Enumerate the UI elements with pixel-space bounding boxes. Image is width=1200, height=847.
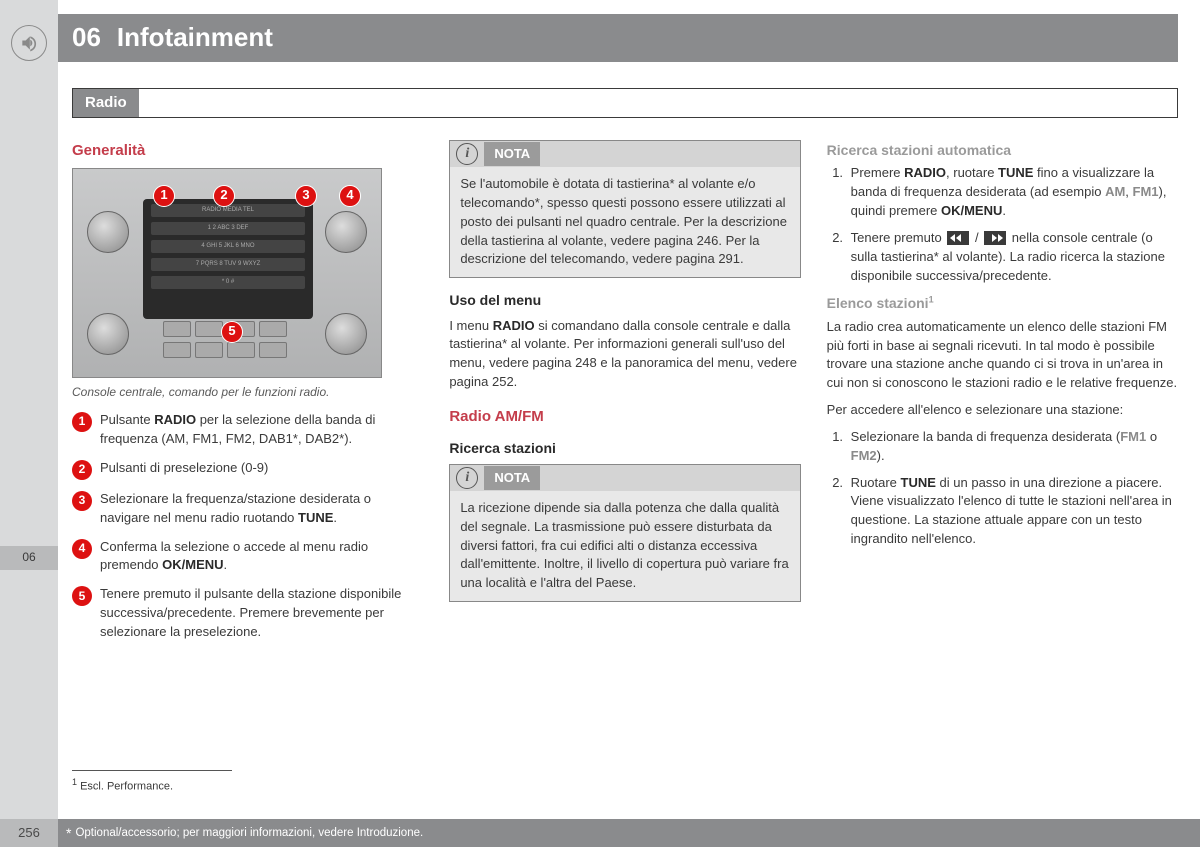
list-item: 1 Pulsante RADIO per la selezione della b… (72, 411, 423, 449)
item-text: Pulsante RADIO per la selezione della ba… (100, 411, 423, 449)
chapter-header: 06 Infotainment (58, 14, 1178, 62)
note-box-2: i NOTA La ricezione dipende sia dalla po… (449, 464, 800, 602)
column-3: Ricerca stazioni automatica Premere RADI… (827, 140, 1178, 652)
column-1: Generalità RADIO MEDIA TEL 1 2 ABC 3 DEF… (72, 140, 423, 652)
item-text: Tenere premuto il pulsante della stazion… (100, 585, 423, 642)
heading-ricerca-stazioni: Ricerca stazioni (449, 438, 800, 458)
note-title: NOTA (484, 466, 540, 491)
item-text: Conferma la selezione o accede al menu r… (100, 538, 423, 576)
note-box-1: i NOTA Se l'automobile è dotata di tasti… (449, 140, 800, 278)
list-item: Premere RADIO, ruotare TUNE fino a visua… (847, 164, 1178, 221)
list-item: Tenere premuto / nella console centrale … (847, 229, 1178, 286)
speaker-icon (11, 25, 47, 61)
figure-caption: Console centrale, comando per le funzion… (72, 384, 423, 401)
heading-generalita: Generalità (72, 140, 423, 162)
bullet-3: 3 (72, 491, 92, 511)
footnote-num: 1 (72, 777, 77, 787)
callout-2: 2 (213, 185, 235, 207)
knob-icon (87, 313, 129, 355)
column-2: i NOTA Se l'automobile è dotata di tasti… (449, 140, 800, 652)
page-number: 256 (0, 819, 58, 847)
note-body: Se l'automobile è dotata di tastierina* … (450, 167, 799, 277)
footer-text: Optional/accessorio; per maggiori inform… (75, 825, 423, 842)
footnote-marker: 1 (929, 295, 934, 305)
note-title: NOTA (484, 142, 540, 167)
callout-3: 3 (295, 185, 317, 207)
section-header: Radio (72, 88, 1178, 118)
heading-uso-menu: Uso del menu (449, 290, 800, 310)
list-item: 4 Conferma la selezione o accede al menu … (72, 538, 423, 576)
skip-forward-icon (984, 231, 1006, 245)
footnote-text: Escl. Performance. (80, 781, 173, 793)
button-panel: RADIO MEDIA TEL 1 2 ABC 3 DEF 4 GHI 5 JK… (143, 199, 313, 319)
info-icon: i (456, 143, 478, 165)
note-header: i NOTA (450, 141, 799, 167)
heading-ricerca-automatica: Ricerca stazioni automatica (827, 140, 1178, 160)
bullet-5: 5 (72, 586, 92, 606)
section-label: Radio (73, 89, 139, 117)
knob-icon (87, 211, 129, 253)
callout-5: 5 (221, 321, 243, 343)
elenco-paragraph-1: La radio crea automaticamente un elenco … (827, 318, 1178, 393)
elenco-list: Selezionare la banda di frequenza deside… (827, 428, 1178, 549)
note-header: i NOTA (450, 465, 799, 491)
footer-bar: * Optional/accessorio; per maggiori info… (58, 819, 1200, 847)
item-text: Pulsanti di preselezione (0-9) (100, 459, 423, 480)
bullet-2: 2 (72, 460, 92, 480)
knob-icon (325, 211, 367, 253)
item-text: Selezionare la frequenza/stazione deside… (100, 490, 423, 528)
footnote: 1 Escl. Performance. (72, 776, 173, 796)
footer-star: * (66, 823, 71, 843)
auto-search-list: Premere RADIO, ruotare TUNE fino a visua… (827, 164, 1178, 285)
li2-pre: Tenere premuto (851, 230, 946, 245)
console-figure: RADIO MEDIA TEL 1 2 ABC 3 DEF 4 GHI 5 JK… (72, 168, 382, 378)
footnote-rule (72, 770, 232, 771)
heading-radio-amfm: Radio AM/FM (449, 406, 800, 428)
info-icon: i (456, 467, 478, 489)
chapter-title: Infotainment (117, 19, 273, 57)
heading-elenco-stazioni: Elenco stazioni1 (827, 293, 1178, 313)
bullet-1: 1 (72, 412, 92, 432)
list-item: 3 Selezionare la frequenza/stazione desid… (72, 490, 423, 528)
elenco-paragraph-2: Per accedere all'elenco e selezionare un… (827, 401, 1178, 420)
chapter-number: 06 (72, 19, 101, 57)
uso-menu-paragraph: I menu RADIO si comandano dalla console … (449, 317, 800, 392)
callout-list: 1 Pulsante RADIO per la selezione della b… (72, 411, 423, 642)
elenco-title: Elenco stazioni (827, 295, 929, 311)
list-item: 5 Tenere premuto il pulsante della stazio… (72, 585, 423, 642)
note-body: La ricezione dipende sia dalla potenza c… (450, 491, 799, 601)
bullet-4: 4 (72, 539, 92, 559)
callout-4: 4 (339, 185, 361, 207)
left-sidebar: 06 256 (0, 0, 58, 847)
knob-icon (325, 313, 367, 355)
list-item: Selezionare la banda di frequenza deside… (847, 428, 1178, 466)
list-item: Ruotare TUNE di un passo in una direzion… (847, 474, 1178, 549)
chapter-side-tab: 06 (0, 546, 58, 570)
callout-1: 1 (153, 185, 175, 207)
li2-mid: / (971, 230, 982, 245)
content-area: Generalità RADIO MEDIA TEL 1 2 ABC 3 DEF… (72, 140, 1178, 652)
list-item: 2 Pulsanti di preselezione (0-9) (72, 459, 423, 480)
skip-back-icon (947, 231, 969, 245)
